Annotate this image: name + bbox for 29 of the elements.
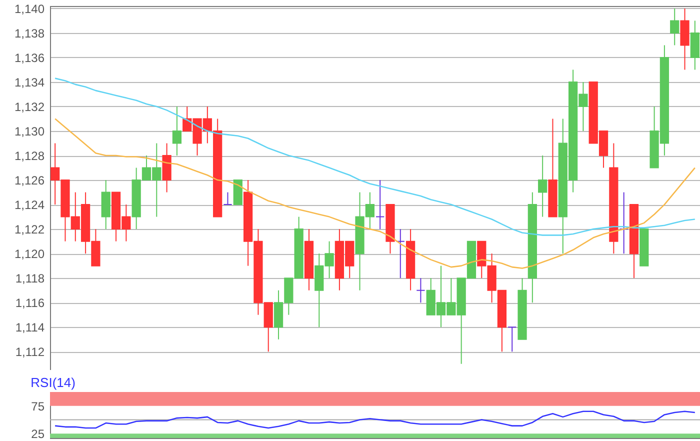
candlestick <box>670 8 680 46</box>
candlestick <box>619 192 628 254</box>
y-tick-label: 25 <box>31 427 45 441</box>
candlestick <box>172 106 182 156</box>
y-tick-label: 1,114 <box>15 320 45 335</box>
y-tick-label: 1,130 <box>14 124 45 139</box>
y-tick-label: 1,128 <box>14 149 45 164</box>
y-tick-label: 1,136 <box>14 50 45 65</box>
candlestick <box>508 326 517 352</box>
y-tick-label: 1,116 <box>15 296 45 310</box>
candlestick <box>376 180 385 230</box>
candlestick <box>538 155 548 218</box>
y-tick-label: 1,132 <box>14 100 45 114</box>
y-tick-label: 1,140 <box>14 2 45 16</box>
y-tick-label: 75 <box>31 399 45 414</box>
y-tick-label: 1,112 <box>15 345 45 360</box>
y-tick-label: 1,122 <box>14 222 45 237</box>
y-tick-label: 1,126 <box>14 174 45 188</box>
y-tick-label: 1,134 <box>14 75 45 90</box>
line-series <box>54 118 696 269</box>
y-tick-label: 1,118 <box>15 272 45 286</box>
y-tick-label: 1,120 <box>14 247 45 262</box>
line-series <box>54 78 696 236</box>
chart-title: RSI(14) <box>30 375 76 390</box>
y-tick-label: 1,138 <box>14 26 45 40</box>
candlestick <box>223 192 232 206</box>
y-tick-label: 1,124 <box>14 198 45 212</box>
line-series <box>54 410 696 429</box>
candlestick <box>416 278 426 304</box>
